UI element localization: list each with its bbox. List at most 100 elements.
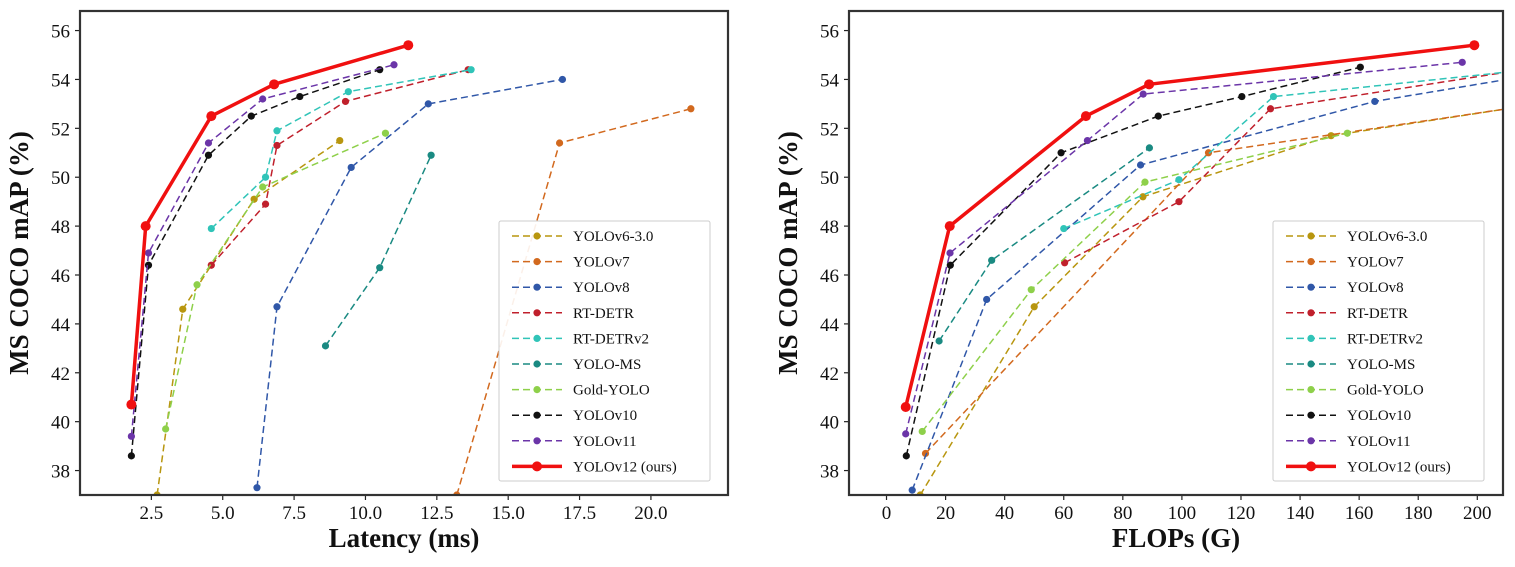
legend-box xyxy=(1272,220,1485,482)
legend-swatch-marker xyxy=(1307,283,1315,291)
legend-label: YOLOv10 xyxy=(1347,408,1411,424)
legend-label: YOLOv11 xyxy=(573,434,637,450)
data-point xyxy=(1060,224,1068,233)
legend-swatch-marker xyxy=(1307,232,1315,240)
x-tick-label: 17.5 xyxy=(563,503,596,524)
data-point xyxy=(900,402,911,412)
data-point xyxy=(376,264,384,272)
plot-frame xyxy=(78,9,730,497)
legend-label: YOLO-MS xyxy=(1347,357,1415,373)
series-line-6 xyxy=(921,132,1348,432)
series-line-3 xyxy=(1064,71,1503,264)
legend-swatch-marker xyxy=(533,334,541,342)
data-point xyxy=(1139,193,1147,201)
data-point xyxy=(1154,112,1162,120)
x-tick-label: 180 xyxy=(1404,503,1433,524)
data-point xyxy=(204,151,213,159)
data-point xyxy=(269,79,280,90)
series-line-6 xyxy=(164,132,386,430)
series-line-5 xyxy=(324,154,432,347)
legend-swatch-marker xyxy=(533,232,541,240)
data-point xyxy=(206,111,217,122)
legend-label: RT-DETR xyxy=(1347,306,1408,322)
data-point xyxy=(1356,63,1364,71)
data-point xyxy=(946,261,954,269)
series-line-9 xyxy=(129,43,409,405)
legend-swatch-marker xyxy=(1307,360,1315,368)
legend-swatch-marker xyxy=(533,386,541,394)
data-point xyxy=(247,112,255,120)
y-tick-label: 52 xyxy=(51,119,70,140)
x-tick-label: 140 xyxy=(1286,503,1315,524)
x-axis-title: FLOPs (G) xyxy=(1112,523,1240,553)
data-point xyxy=(207,224,215,233)
data-point xyxy=(1145,144,1154,152)
data-point xyxy=(558,75,567,84)
data-point xyxy=(1080,111,1091,122)
y-tick-label: 46 xyxy=(51,266,70,287)
data-point xyxy=(341,97,350,106)
data-point xyxy=(261,200,270,208)
chart-panel-1: 2.5 5.0 7.5 10.0 12.5 15.0 17.5 20.0 38 40 42 44 46 4… xyxy=(4,9,730,553)
legend-swatch-marker xyxy=(533,411,541,419)
y-tick-label: 50 xyxy=(820,168,839,189)
legend-label: YOLOv6-3.0 xyxy=(1347,229,1427,245)
legend-label: Gold-YOLO xyxy=(1347,383,1424,399)
legend: YOLOv6-3.0 YOLOv7 YOLOv8 RT-DETR RT-DETRv2 YO… xyxy=(498,220,711,482)
y-tick-label: 40 xyxy=(820,413,839,434)
data-point xyxy=(1458,58,1466,66)
data-point xyxy=(1027,286,1035,294)
legend-label: YOLOv12 (ours) xyxy=(1347,459,1451,475)
legend-swatch-marker xyxy=(1307,411,1315,419)
data-point xyxy=(1503,69,1510,76)
data-point xyxy=(344,88,352,96)
y-tick-label: 42 xyxy=(51,364,70,385)
plot-frame xyxy=(847,9,1505,497)
data-point xyxy=(1141,178,1149,186)
y-tick-label: 40 xyxy=(51,413,70,434)
y-tick-label: 38 xyxy=(820,462,839,483)
data-point xyxy=(946,249,954,257)
data-point xyxy=(944,221,955,232)
data-point xyxy=(1175,176,1183,184)
legend-label: YOLOv6-3.0 xyxy=(573,229,653,245)
series-line-3 xyxy=(210,68,469,266)
legend-label: YOLO-MS xyxy=(573,357,641,373)
y-tick-label: 56 xyxy=(820,22,839,43)
x-tick-label: 20 xyxy=(936,503,955,524)
data-point xyxy=(259,95,267,103)
x-tick-label: 80 xyxy=(1113,503,1132,524)
y-tick-label: 38 xyxy=(51,462,70,483)
data-point xyxy=(273,127,281,135)
data-point xyxy=(1371,97,1379,106)
data-point xyxy=(1503,76,1510,83)
data-point xyxy=(261,173,270,181)
legend-label: RT-DETRv2 xyxy=(573,331,649,347)
legend-label: YOLOv12 (ours) xyxy=(573,459,677,475)
data-point xyxy=(983,295,991,304)
legend-swatch-marker xyxy=(533,360,541,368)
legend-label: YOLOv7 xyxy=(1347,255,1404,271)
data-point xyxy=(918,427,926,436)
y-tick-label: 46 xyxy=(820,266,839,287)
data-point xyxy=(467,66,475,74)
legend-label: YOLOv11 xyxy=(1347,434,1411,450)
legend-label: YOLOv8 xyxy=(573,280,630,296)
data-point xyxy=(296,92,304,101)
data-point xyxy=(1503,105,1510,112)
data-point xyxy=(1057,149,1065,157)
x-tick-label: 10.0 xyxy=(349,503,382,524)
x-tick-label: 100 xyxy=(1168,503,1197,524)
y-tick-label: 42 xyxy=(820,364,839,385)
y-tick-label: 50 xyxy=(51,168,70,189)
data-point xyxy=(1343,129,1351,137)
legend-label: RT-DETR xyxy=(573,306,634,322)
legend-swatch-marker xyxy=(533,437,541,445)
data-point xyxy=(204,139,213,147)
y-tick-label: 52 xyxy=(820,119,839,140)
data-point xyxy=(1238,92,1246,101)
series-line-8 xyxy=(130,64,395,437)
legend-swatch-marker xyxy=(1307,437,1315,445)
legend: YOLOv6-3.0 YOLOv7 YOLOv8 RT-DETR RT-DETRv2 YO… xyxy=(1272,220,1485,482)
